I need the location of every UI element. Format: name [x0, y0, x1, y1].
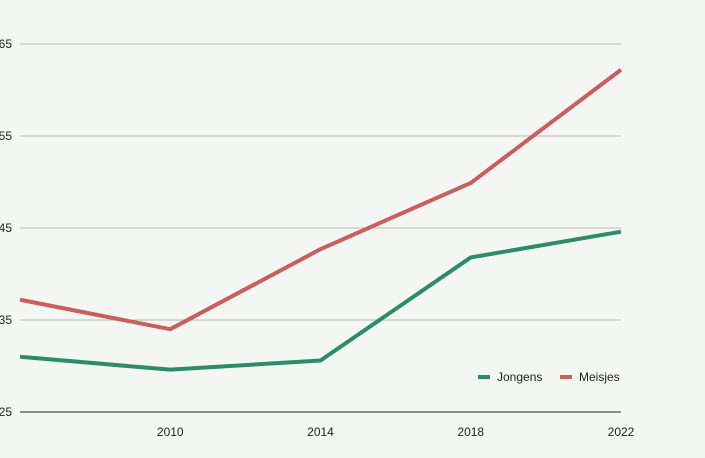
gridlines [20, 43, 621, 413]
y-tick-label: 35 [0, 313, 12, 327]
legend-label-meisjes: Meisjes [579, 370, 620, 384]
series-lines [19, 68, 623, 372]
x-tick-label: 2018 [457, 425, 484, 439]
x-tick-label: 2010 [157, 425, 184, 439]
y-tick-label: 25 [0, 405, 12, 419]
legend: Jongens Meisjes [478, 370, 620, 384]
x-tick-label: 2022 [608, 425, 635, 439]
y-tick-label: 65 [0, 37, 12, 51]
x-tick-label: 2014 [307, 425, 334, 439]
x-axis-ticks: 2010 2014 2018 2022 [157, 425, 635, 439]
y-tick-label: 55 [0, 129, 12, 143]
series-line-meisjes [19, 68, 623, 332]
y-tick-label: 45 [0, 221, 12, 235]
y-axis-ticks: 25 35 45 55 65 [0, 37, 12, 419]
series-line-jongens [19, 229, 622, 372]
legend-label-jongens: Jongens [497, 370, 542, 384]
